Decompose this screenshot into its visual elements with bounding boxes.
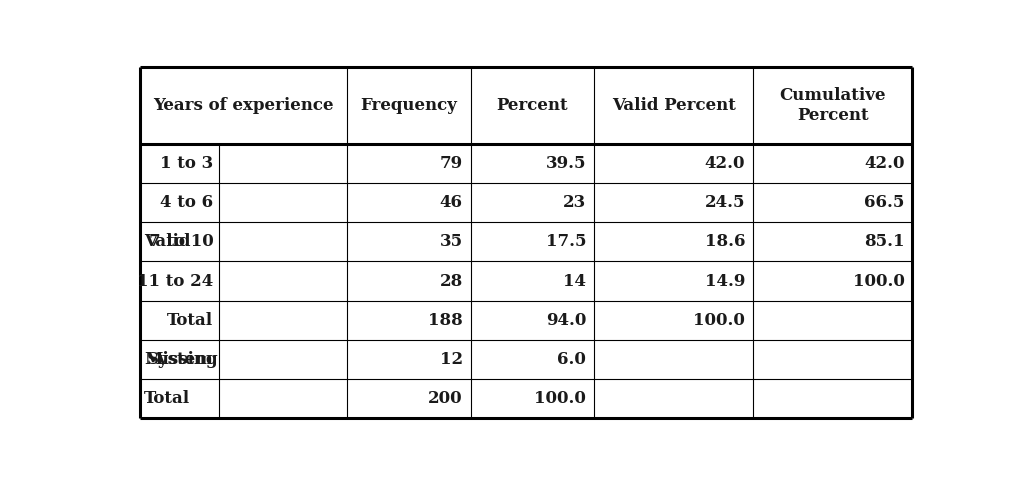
Text: 18.6: 18.6 (705, 233, 746, 251)
Text: 200: 200 (428, 390, 463, 407)
Text: Frequency: Frequency (360, 97, 457, 114)
Text: 66.5: 66.5 (864, 194, 905, 211)
Text: 42.0: 42.0 (864, 155, 905, 172)
Text: 85.1: 85.1 (864, 233, 905, 251)
Text: 24.5: 24.5 (705, 194, 746, 211)
Text: 79: 79 (440, 155, 463, 172)
Text: 188: 188 (428, 312, 463, 329)
Text: Valid Percent: Valid Percent (612, 97, 735, 114)
Text: Percent: Percent (496, 97, 568, 114)
Text: 6.0: 6.0 (558, 351, 586, 368)
Text: 94.0: 94.0 (545, 312, 586, 329)
Text: Years of experience: Years of experience (153, 97, 334, 114)
Text: 11 to 24: 11 to 24 (138, 273, 214, 289)
Text: 1 to 3: 1 to 3 (160, 155, 214, 172)
Text: 14: 14 (563, 273, 586, 289)
Text: 42.0: 42.0 (705, 155, 746, 172)
Text: Cumulative
Percent: Cumulative Percent (779, 87, 886, 124)
Text: System: System (147, 351, 214, 368)
Text: 4 to 6: 4 to 6 (160, 194, 214, 211)
Text: 12: 12 (440, 351, 463, 368)
Text: 100.0: 100.0 (852, 273, 905, 289)
Text: Missing: Missing (144, 351, 218, 368)
Text: 100.0: 100.0 (534, 390, 586, 407)
Text: 14.9: 14.9 (705, 273, 746, 289)
Text: 46: 46 (440, 194, 463, 211)
Text: Total: Total (144, 390, 190, 407)
Text: Valid: Valid (144, 233, 191, 251)
Text: 28: 28 (440, 273, 463, 289)
Text: 17.5: 17.5 (545, 233, 586, 251)
Text: 39.5: 39.5 (545, 155, 586, 172)
Text: 7 to 10: 7 to 10 (149, 233, 214, 251)
Text: 23: 23 (563, 194, 586, 211)
Text: 35: 35 (440, 233, 463, 251)
Text: 100.0: 100.0 (693, 312, 746, 329)
Text: Total: Total (167, 312, 214, 329)
